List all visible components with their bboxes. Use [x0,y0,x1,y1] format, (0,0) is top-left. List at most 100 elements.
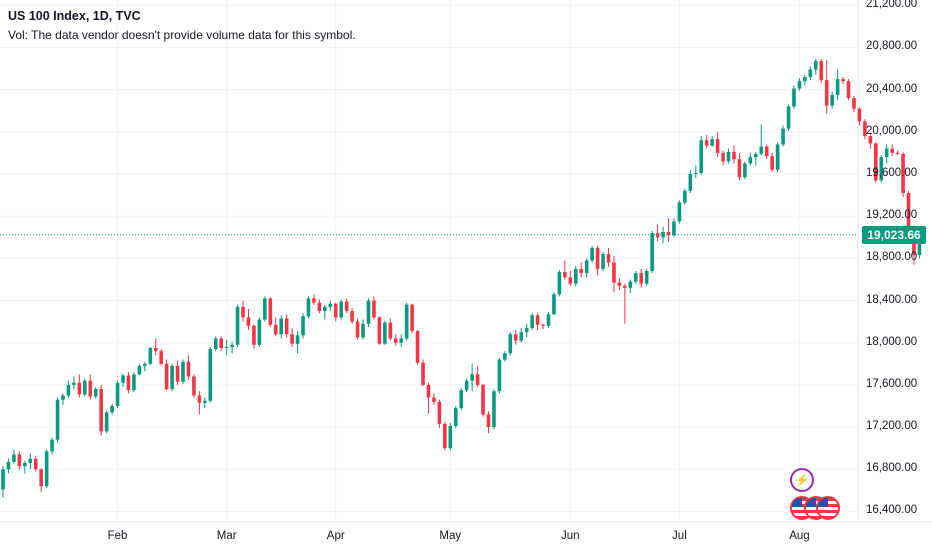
candle-body [224,346,229,348]
candle-body [612,262,616,283]
price-tick-label: 20,000.00 [866,124,918,137]
candles [1,59,922,498]
candle-body [17,454,22,467]
candle [284,314,289,338]
candle-body [153,348,158,352]
candle [737,152,742,181]
lightning-icon[interactable]: ⚡ [790,468,814,492]
candle [792,85,796,109]
candle [813,59,818,75]
candle-body [726,151,731,162]
us-flag-icon[interactable] [816,496,840,520]
candle [317,299,322,314]
time-tick-label: Apr [326,530,345,542]
candle-body [803,76,807,82]
candle [66,380,71,398]
candle-body [186,361,191,377]
candle [6,458,11,474]
candle-body [633,273,638,282]
candle-body [339,301,344,318]
candle [803,74,807,86]
candle-body [443,423,447,449]
candle [655,224,660,242]
candle-body [764,146,769,157]
candle [486,411,491,434]
candle [393,334,398,346]
candle [584,258,589,278]
candle [208,346,213,403]
candle-body [88,380,93,397]
candle [590,245,594,263]
candle [224,339,229,356]
candle [748,152,753,166]
candle-body [704,140,709,146]
candle [650,230,654,274]
candle [164,359,169,391]
candle [546,312,551,328]
candle-body [66,384,71,396]
candle [268,297,273,327]
candle [573,265,578,287]
candle [797,78,802,91]
candle-body [677,202,682,222]
candle-body [393,338,398,343]
candle [77,374,82,398]
candle-body [617,282,622,286]
candle [355,318,360,340]
candle-body [219,338,223,348]
candle-body [361,323,365,338]
candle [83,378,87,397]
candle [252,324,256,350]
candle [628,279,633,294]
candle [72,376,76,390]
candle [721,150,725,166]
candle-body [890,148,894,153]
candle [475,365,480,388]
candle [557,269,562,297]
candle [383,320,387,345]
candle [159,349,163,366]
candle [44,449,49,489]
candle [513,330,518,345]
candle-body [601,254,605,269]
candle [819,59,824,84]
candle-body [732,151,736,160]
candle [197,391,202,415]
candle [88,374,93,400]
candle-body [323,306,327,312]
candle [633,271,638,284]
candle [863,119,867,140]
candle-body [399,338,404,343]
candle [203,397,207,409]
candle-body [786,106,791,129]
candle-body [846,81,851,99]
candle-body [252,325,256,345]
candle-body [39,469,43,487]
candle [753,151,758,166]
candle-body [683,190,687,203]
price-tick-label: 16,800.00 [866,462,918,475]
candle-body [437,401,442,424]
candle-body [650,233,654,272]
candle-body [503,353,507,360]
candle-body [481,384,485,415]
candle-body [448,426,453,449]
candle [884,144,889,164]
price-tick-label: 19,600.00 [866,167,918,179]
candle-body [213,338,218,350]
price-tick-label: 19,200.00 [866,209,918,222]
candle [426,382,431,414]
candle-body [355,321,360,338]
candle [492,389,496,430]
candle [12,449,16,464]
candle [263,296,267,322]
candle-body [486,414,491,428]
candle [775,142,780,172]
candle-body [852,98,856,109]
candle-body [383,322,387,344]
candle-body [50,439,54,452]
candle [535,313,540,331]
candle-body [693,172,698,174]
candle-body [404,304,409,339]
